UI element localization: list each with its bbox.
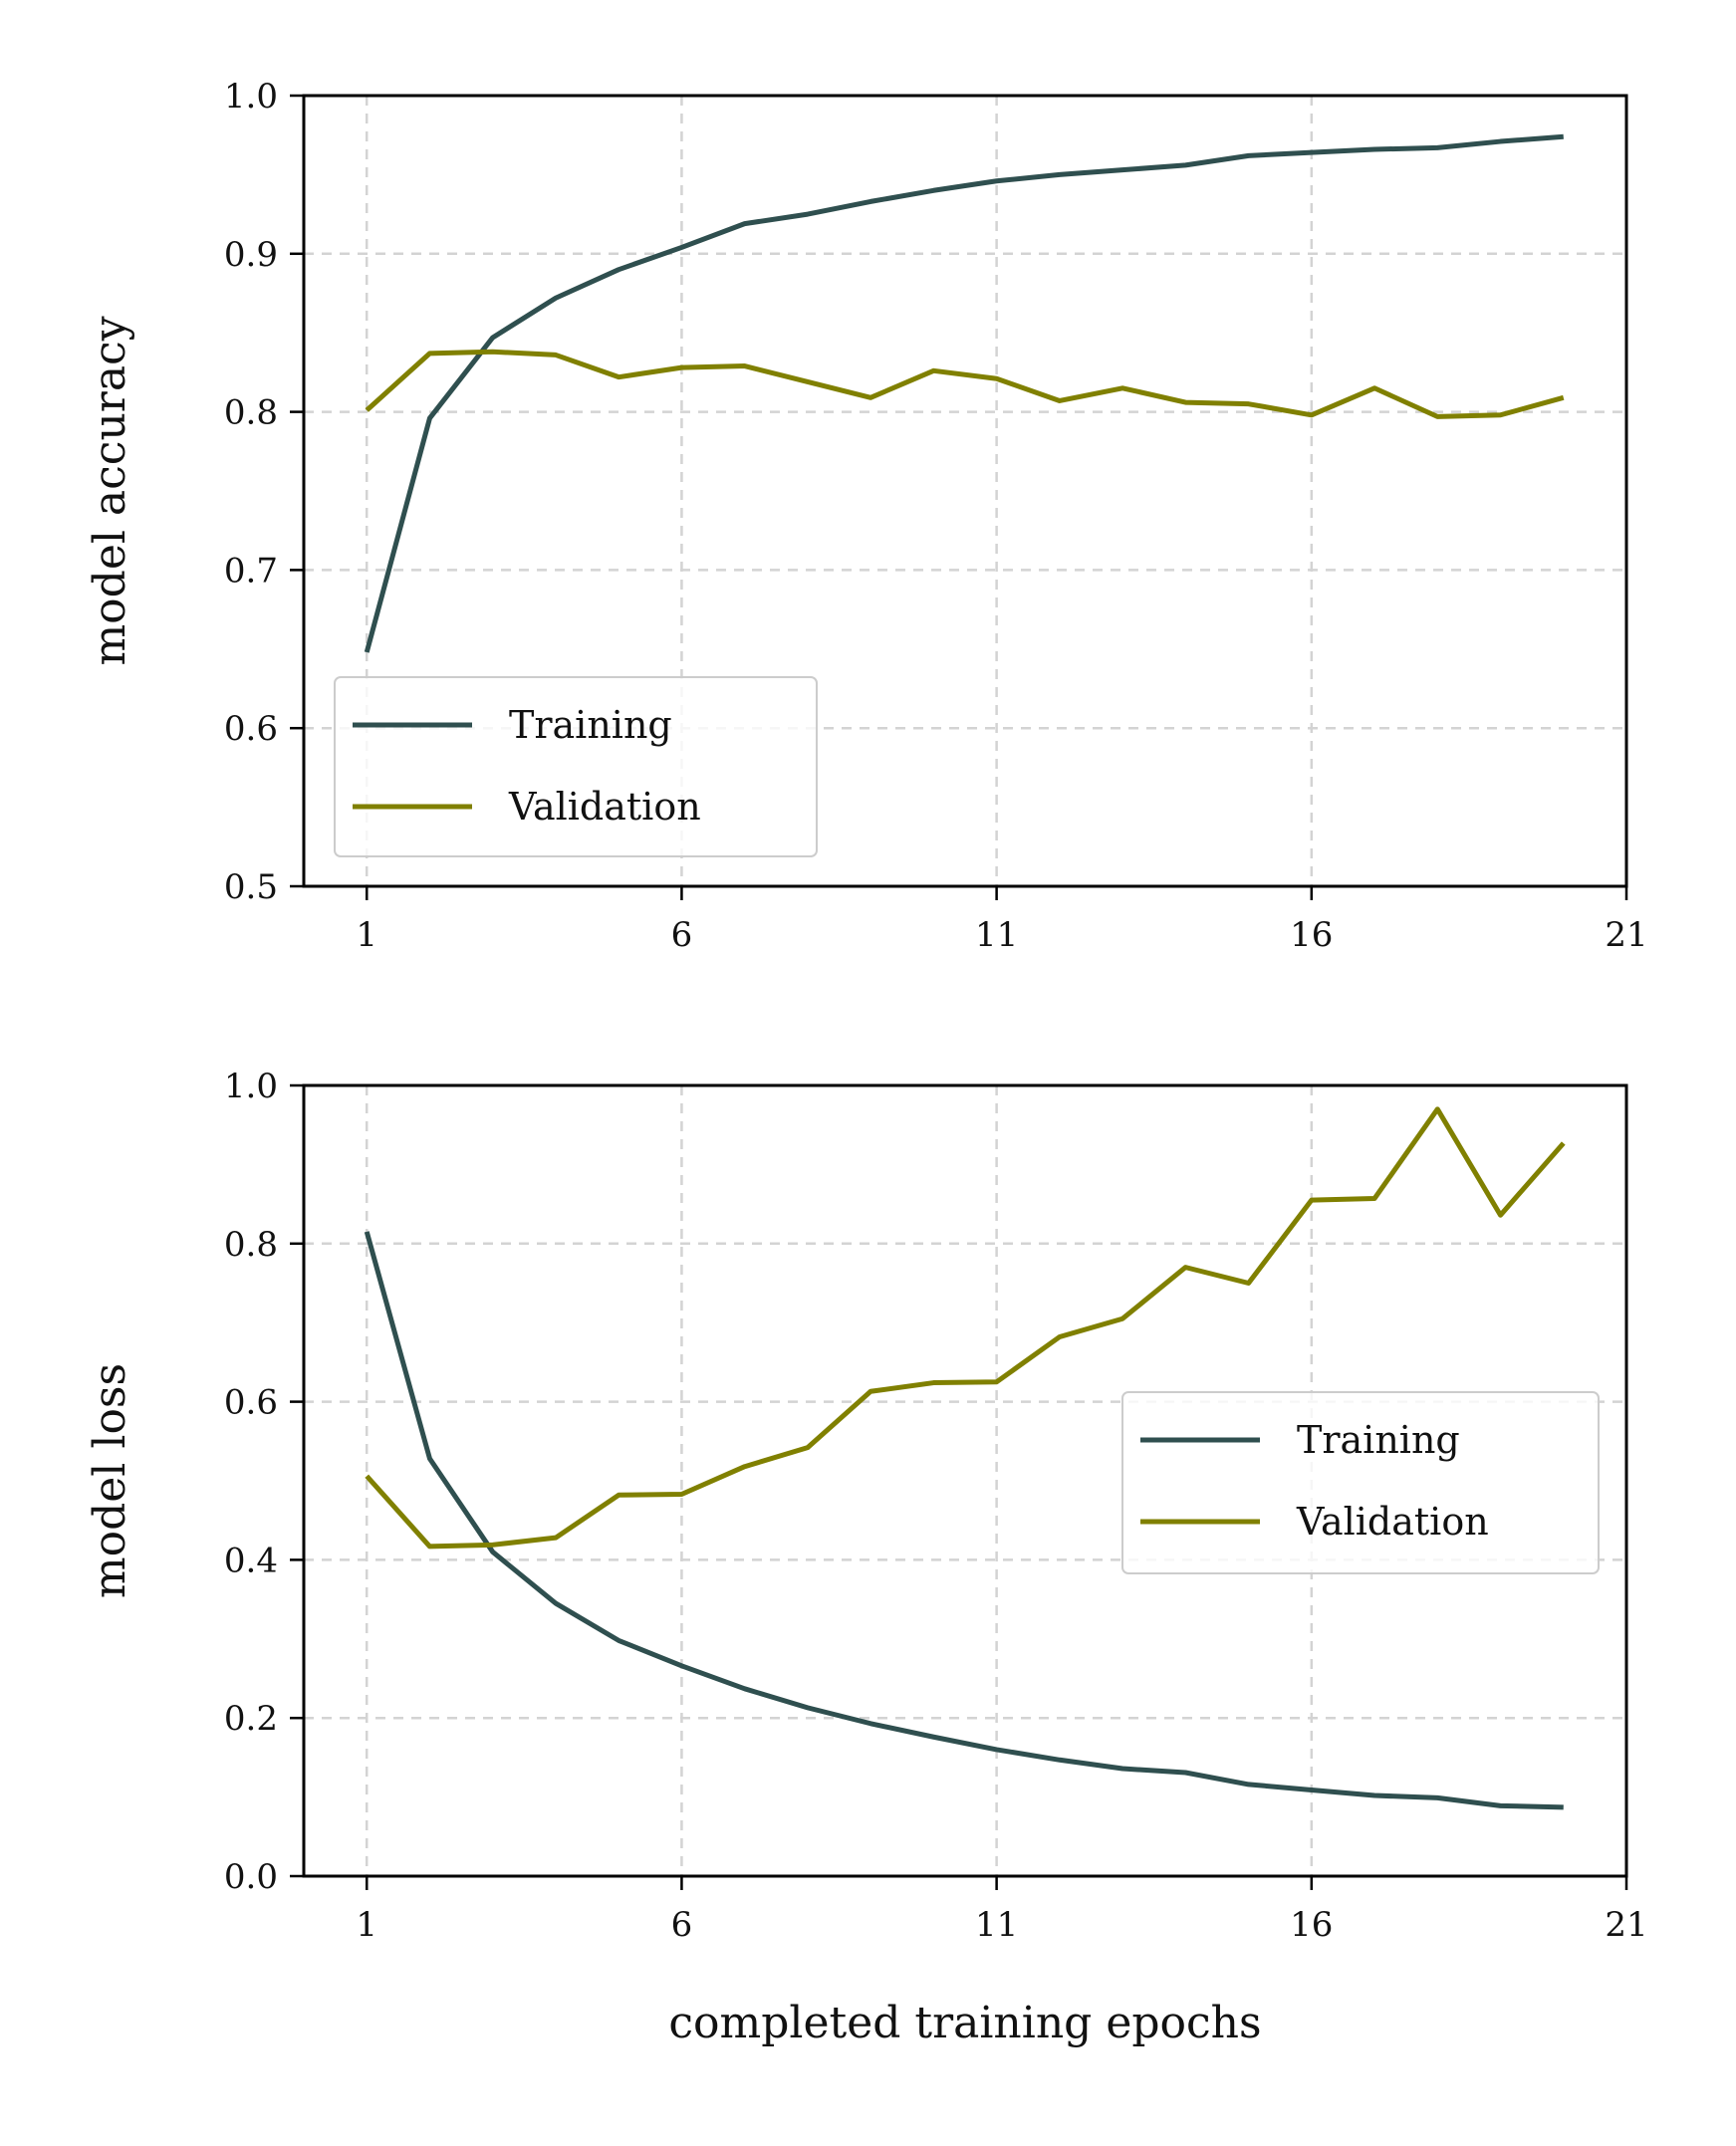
accuracy-y-tick-label: 0.6 [224,709,278,749]
loss-x-tick-label: 21 [1605,1905,1647,1945]
loss-y-tick-label: 0.2 [224,1699,278,1739]
loss-y-tick-label: 0.0 [224,1857,278,1897]
loss-validation-series-line [365,1106,1566,1550]
accuracy-legend-training-label: Training [509,703,672,747]
loss-y-tick-label: 1.0 [224,1067,278,1106]
loss-x-tick-label: 11 [975,1905,1018,1945]
loss-x-tick-label: 6 [671,1905,693,1945]
accuracy-legend: Training Validation [334,676,818,857]
accuracy-y-axis-label: model accuracy [85,316,135,665]
accuracy-y-tick-label: 0.7 [224,551,278,591]
loss-legend: Training Validation [1121,1391,1600,1574]
accuracy-y-tick-label: 0.5 [224,867,278,907]
loss-y-tick-label: 0.6 [224,1383,278,1423]
loss-legend-validation-label: Validation [1296,1500,1489,1544]
accuracy-y-tick-label: 0.8 [224,393,278,433]
accuracy-x-tick-label: 1 [356,915,377,955]
loss-ticks: 1 6 11 16 210.00.20.40.60.81.0 [224,1067,1648,1945]
accuracy-y-tick-label: 0.9 [224,235,278,275]
accuracy-legend-validation-label: Validation [508,785,701,829]
accuracy-lines [364,133,1565,653]
loss-x-axis-label: completed training epochs [668,1998,1261,2048]
accuracy-axes-frame [302,94,1628,888]
accuracy-ticks: 1 6 11 16 210.50.60.70.80.91.0 [224,77,1648,955]
accuracy-legend-box [334,676,818,857]
accuracy-x-tick-label: 11 [975,915,1018,955]
accuracy-validation-series-line [365,349,1565,419]
loss-panel: 1 6 11 16 210.00.20.40.60.81.0 model loss co… [85,1067,1648,2048]
loss-y-axis-label: model loss [85,1363,135,1598]
accuracy-x-tick-label: 16 [1290,915,1333,955]
loss-legend-training-label: Training [1297,1418,1460,1462]
loss-x-tick-label: 16 [1290,1905,1333,1945]
accuracy-training-series-line [364,133,1564,653]
accuracy-x-tick-label: 6 [671,915,693,955]
loss-axes-frame [302,1083,1628,1878]
accuracy-panel: 1 6 11 16 210.50.60.70.80.91.0 model accurac… [85,77,1648,955]
loss-y-tick-label: 0.8 [224,1225,278,1265]
loss-training-series-line [364,1231,1564,1810]
loss-x-tick-label: 1 [356,1905,377,1945]
accuracy-y-tick-label: 1.0 [224,77,278,117]
loss-lines [364,1106,1566,1810]
loss-y-tick-label: 0.4 [224,1541,278,1580]
accuracy-x-tick-label: 21 [1605,915,1647,955]
